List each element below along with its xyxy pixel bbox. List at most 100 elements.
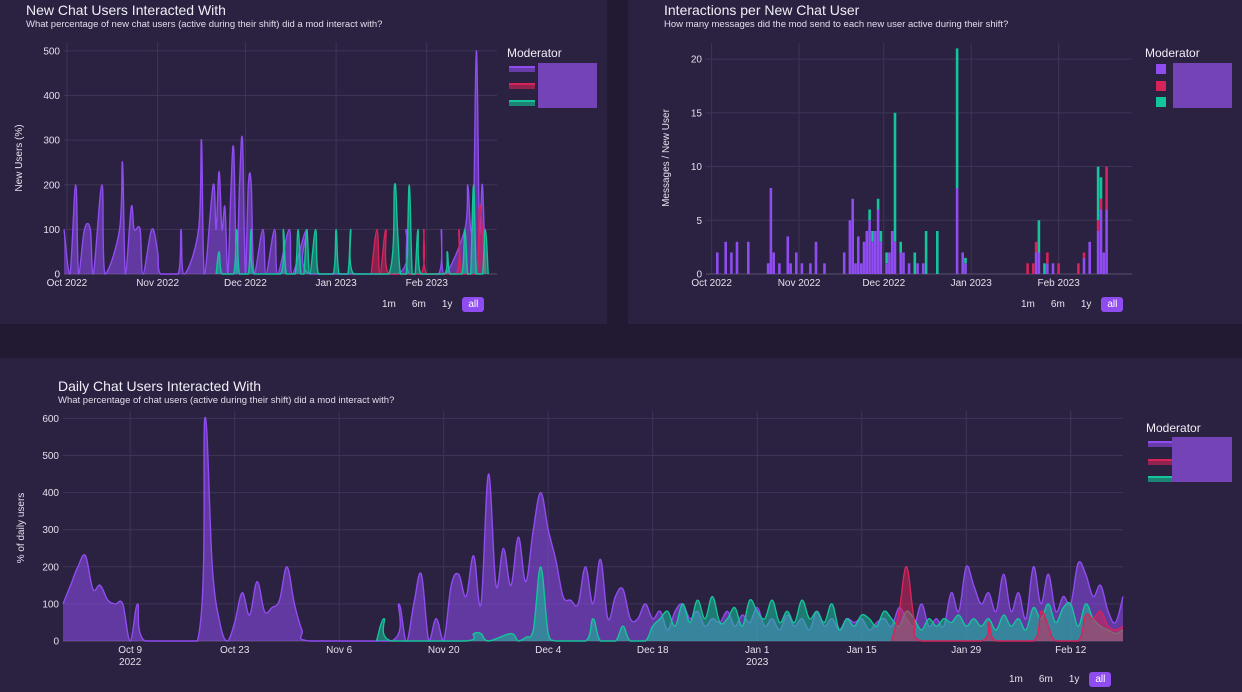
bar-purple — [961, 252, 964, 274]
chart-new-chat-users[interactable]: 0 100 200 300 400 500 Oct 2022 Nov 2022 Dec 2022… — [0, 0, 607, 324]
x-tick-label: Jan 2023 — [951, 278, 993, 289]
x-tick-label: Feb 2023 — [1038, 278, 1081, 289]
bar-purple — [809, 263, 812, 274]
panel-daily-chat-users: Daily Chat Users Interacted With What pe… — [0, 358, 1242, 692]
range-1y-button[interactable]: 1y — [441, 299, 453, 310]
area-line-purple — [62, 416, 1124, 642]
bar-red — [1105, 166, 1108, 210]
series-green — [215, 183, 489, 275]
range-all-button[interactable]: all — [462, 297, 485, 312]
bar-purple — [868, 220, 871, 274]
x-tick-label: Nov 6 — [326, 645, 353, 656]
bar-purple — [964, 263, 967, 274]
bar-purple — [916, 263, 919, 274]
series-purple — [63, 50, 486, 275]
range-1m-button[interactable]: 1m — [382, 299, 396, 310]
area-line-green — [215, 183, 489, 275]
area-fill-red — [371, 205, 486, 274]
bar-purple — [859, 263, 863, 274]
bar-purple — [854, 263, 857, 274]
area-line-purple — [63, 50, 486, 275]
y-tick-label: 300 — [43, 136, 60, 147]
bar-purple — [1088, 241, 1091, 274]
bar-purple — [921, 263, 925, 274]
x-tick-label: Oct 23 — [220, 645, 250, 656]
bar-red — [1057, 263, 1060, 274]
x-tick-label: Nov 2022 — [778, 278, 821, 289]
bar-red — [1099, 198, 1103, 210]
y-tick-label: 0 — [54, 270, 60, 281]
panel-interactions-per-user: Interactions per New Chat User How many … — [628, 0, 1242, 324]
bar-red — [1077, 263, 1080, 274]
range-1m-button[interactable]: 1m — [1009, 674, 1023, 685]
range-selector: 1m 6m 1y all — [1003, 672, 1112, 687]
bar-green — [876, 198, 880, 210]
bar-red — [1082, 252, 1086, 258]
bar-green — [1096, 166, 1100, 221]
legend-swatch — [1156, 81, 1166, 91]
y-tick-label: 15 — [691, 108, 703, 119]
legend-title: Moderator — [507, 46, 562, 60]
range-selector: 1m 6m 1y all — [1015, 297, 1124, 312]
bar-purple — [1037, 252, 1041, 274]
bar-purple — [876, 209, 880, 274]
area-fill-green — [376, 566, 1123, 641]
x-tick-label: Oct 9 — [118, 645, 142, 656]
legend-swatch — [1156, 64, 1166, 74]
range-6m-button[interactable]: 6m — [411, 299, 426, 310]
x-tick-label: Jan 1 — [745, 645, 770, 656]
x-tick-label-year: 2022 — [119, 657, 142, 668]
area-fill-purple — [63, 417, 1123, 641]
bar-red — [1026, 263, 1029, 274]
bar-purple — [778, 263, 781, 274]
x-tick-label-year: 2023 — [746, 657, 769, 668]
legend-swatch — [1148, 442, 1172, 447]
bar-purple — [955, 188, 959, 274]
x-tick-label: Dec 2022 — [224, 278, 267, 289]
range-1m-button[interactable]: 1m — [1021, 299, 1035, 310]
legend-swatch — [509, 67, 535, 72]
bar-purple — [772, 252, 775, 274]
bar-green — [879, 231, 883, 242]
chart-interactions-per-user[interactable]: 0 5 10 15 20 Oct 2022 Nov 2022 Dec 2022 Jan 2023… — [628, 0, 1242, 324]
y-tick-label: 200 — [43, 180, 60, 191]
x-tick-label: Nov 2022 — [136, 278, 179, 289]
bar-purple — [823, 263, 826, 274]
x-tick-label: Dec 18 — [637, 645, 669, 656]
chart-title: Daily Chat Users Interacted With — [58, 378, 262, 394]
x-tick-label: Dec 2022 — [862, 278, 905, 289]
bar-purple — [890, 231, 894, 274]
range-6m-button[interactable]: 6m — [1050, 299, 1065, 310]
y-tick-label: 20 — [691, 55, 703, 66]
legend-swatch — [1156, 97, 1166, 107]
y-tick-label: 100 — [43, 225, 60, 236]
bar-red — [1096, 220, 1100, 231]
y-tick-label: 0 — [53, 637, 59, 648]
legend-swatch — [1148, 460, 1172, 465]
range-selector: 1m 6m 1y all — [376, 297, 485, 312]
x-tick-label: Dec 4 — [535, 645, 562, 656]
range-6m-button[interactable]: 6m — [1038, 674, 1053, 685]
legend-title: Moderator — [1145, 46, 1200, 60]
bar-green — [893, 112, 897, 242]
bar-red — [1032, 263, 1035, 274]
y-axis-label: % of daily users — [16, 493, 27, 564]
legend-redacted-block — [1172, 437, 1232, 482]
y-tick-label: 400 — [43, 91, 60, 102]
range-all-button[interactable]: all — [1089, 672, 1112, 687]
legend-swatch — [1148, 477, 1172, 482]
bar-green — [1037, 220, 1041, 253]
bar-purple — [789, 263, 792, 274]
y-tick-label: 0 — [696, 270, 702, 281]
y-axis-label: New Users (%) — [14, 124, 25, 191]
bar-red — [1046, 252, 1049, 264]
x-tick-label: Oct 2022 — [47, 278, 88, 289]
y-tick-label: 500 — [42, 451, 59, 462]
bar-purple — [885, 263, 888, 274]
range-1y-button[interactable]: 1y — [1068, 674, 1080, 685]
bar-green — [955, 48, 959, 189]
range-1y-button[interactable]: 1y — [1080, 299, 1092, 310]
bar-purple — [1102, 252, 1106, 274]
range-all-button[interactable]: all — [1101, 297, 1124, 312]
